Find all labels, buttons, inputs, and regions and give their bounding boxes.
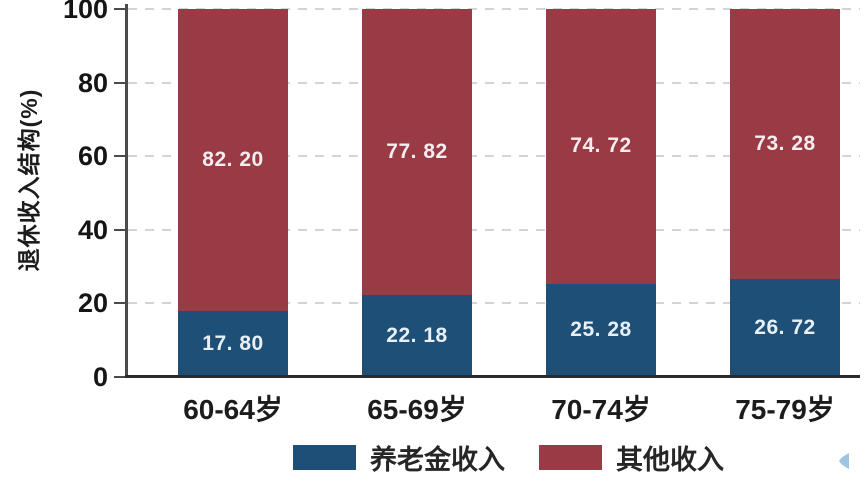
x-axis-label: 65-69岁 [367,394,467,425]
bar-value-label: 74. 72 [570,134,632,158]
legend: 养老金收入 其他收入 [293,438,724,477]
y-axis-tick [114,81,125,84]
watermark-icon [836,451,851,476]
x-axis-label: 70-74岁 [551,394,651,425]
y-axis-tick [114,8,125,10]
other-legend-label: 其他收入 [616,445,724,475]
gridline [128,155,860,158]
other-bar-segment: 82. 20 [178,9,288,312]
y-axis-title: 退休收入结构(%) [16,88,42,272]
other-bar-segment: 77. 82 [362,9,472,296]
legend-item-pension: 养老金收入 [293,438,505,477]
bar-value-label: 17. 80 [202,332,264,356]
x-axis-label: 60-64岁 [183,394,283,425]
gridline [128,8,860,10]
y-axis-tick [114,302,125,305]
y-tick-label: 100 [62,0,108,24]
pension-legend-swatch [293,445,356,470]
gridline [128,81,860,84]
y-tick-label: 40 [77,214,108,245]
gridline [128,302,860,305]
bar-value-label: 25. 28 [570,318,632,342]
x-axis-line [125,375,860,378]
y-tick-label: 60 [77,141,108,172]
bar-group: 74. 72 25. 28 [546,9,656,377]
pension-bar-segment: 25. 28 [546,283,656,377]
bar-value-label: 82. 20 [202,148,264,172]
other-legend-swatch [539,445,602,470]
bar-group: 73. 28 26. 72 [730,9,840,377]
bar-value-label: 26. 72 [754,315,816,339]
y-tick-label: 80 [77,67,108,98]
pension-legend-label: 养老金收入 [370,445,505,475]
bar-value-label: 77. 82 [386,140,448,164]
y-axis-tick [114,376,125,378]
bar-group: 77. 82 22. 18 [362,9,472,377]
pension-bar-segment: 26. 72 [730,278,840,377]
y-tick-label: 0 [92,362,108,392]
pension-bar-segment: 22. 18 [362,295,472,377]
plot-area: 82. 20 17. 80 77. 82 22. 18 74. 72 25. 28 73. … [128,8,860,377]
other-bar-segment: 73. 28 [730,9,840,279]
x-axis-label: 75-79岁 [735,394,835,425]
y-axis-tick [114,155,125,158]
y-axis-tick [114,228,125,231]
other-bar-segment: 74. 72 [546,9,656,284]
y-tick-label: 20 [77,288,108,319]
pension-bar-segment: 17. 80 [178,311,288,377]
bar-group: 82. 20 17. 80 [178,9,288,377]
gridline [128,228,860,231]
legend-item-other: 其他收入 [539,438,724,477]
bar-value-label: 22. 18 [386,324,448,348]
bar-value-label: 73. 28 [754,131,816,155]
y-axis-line [125,4,128,378]
